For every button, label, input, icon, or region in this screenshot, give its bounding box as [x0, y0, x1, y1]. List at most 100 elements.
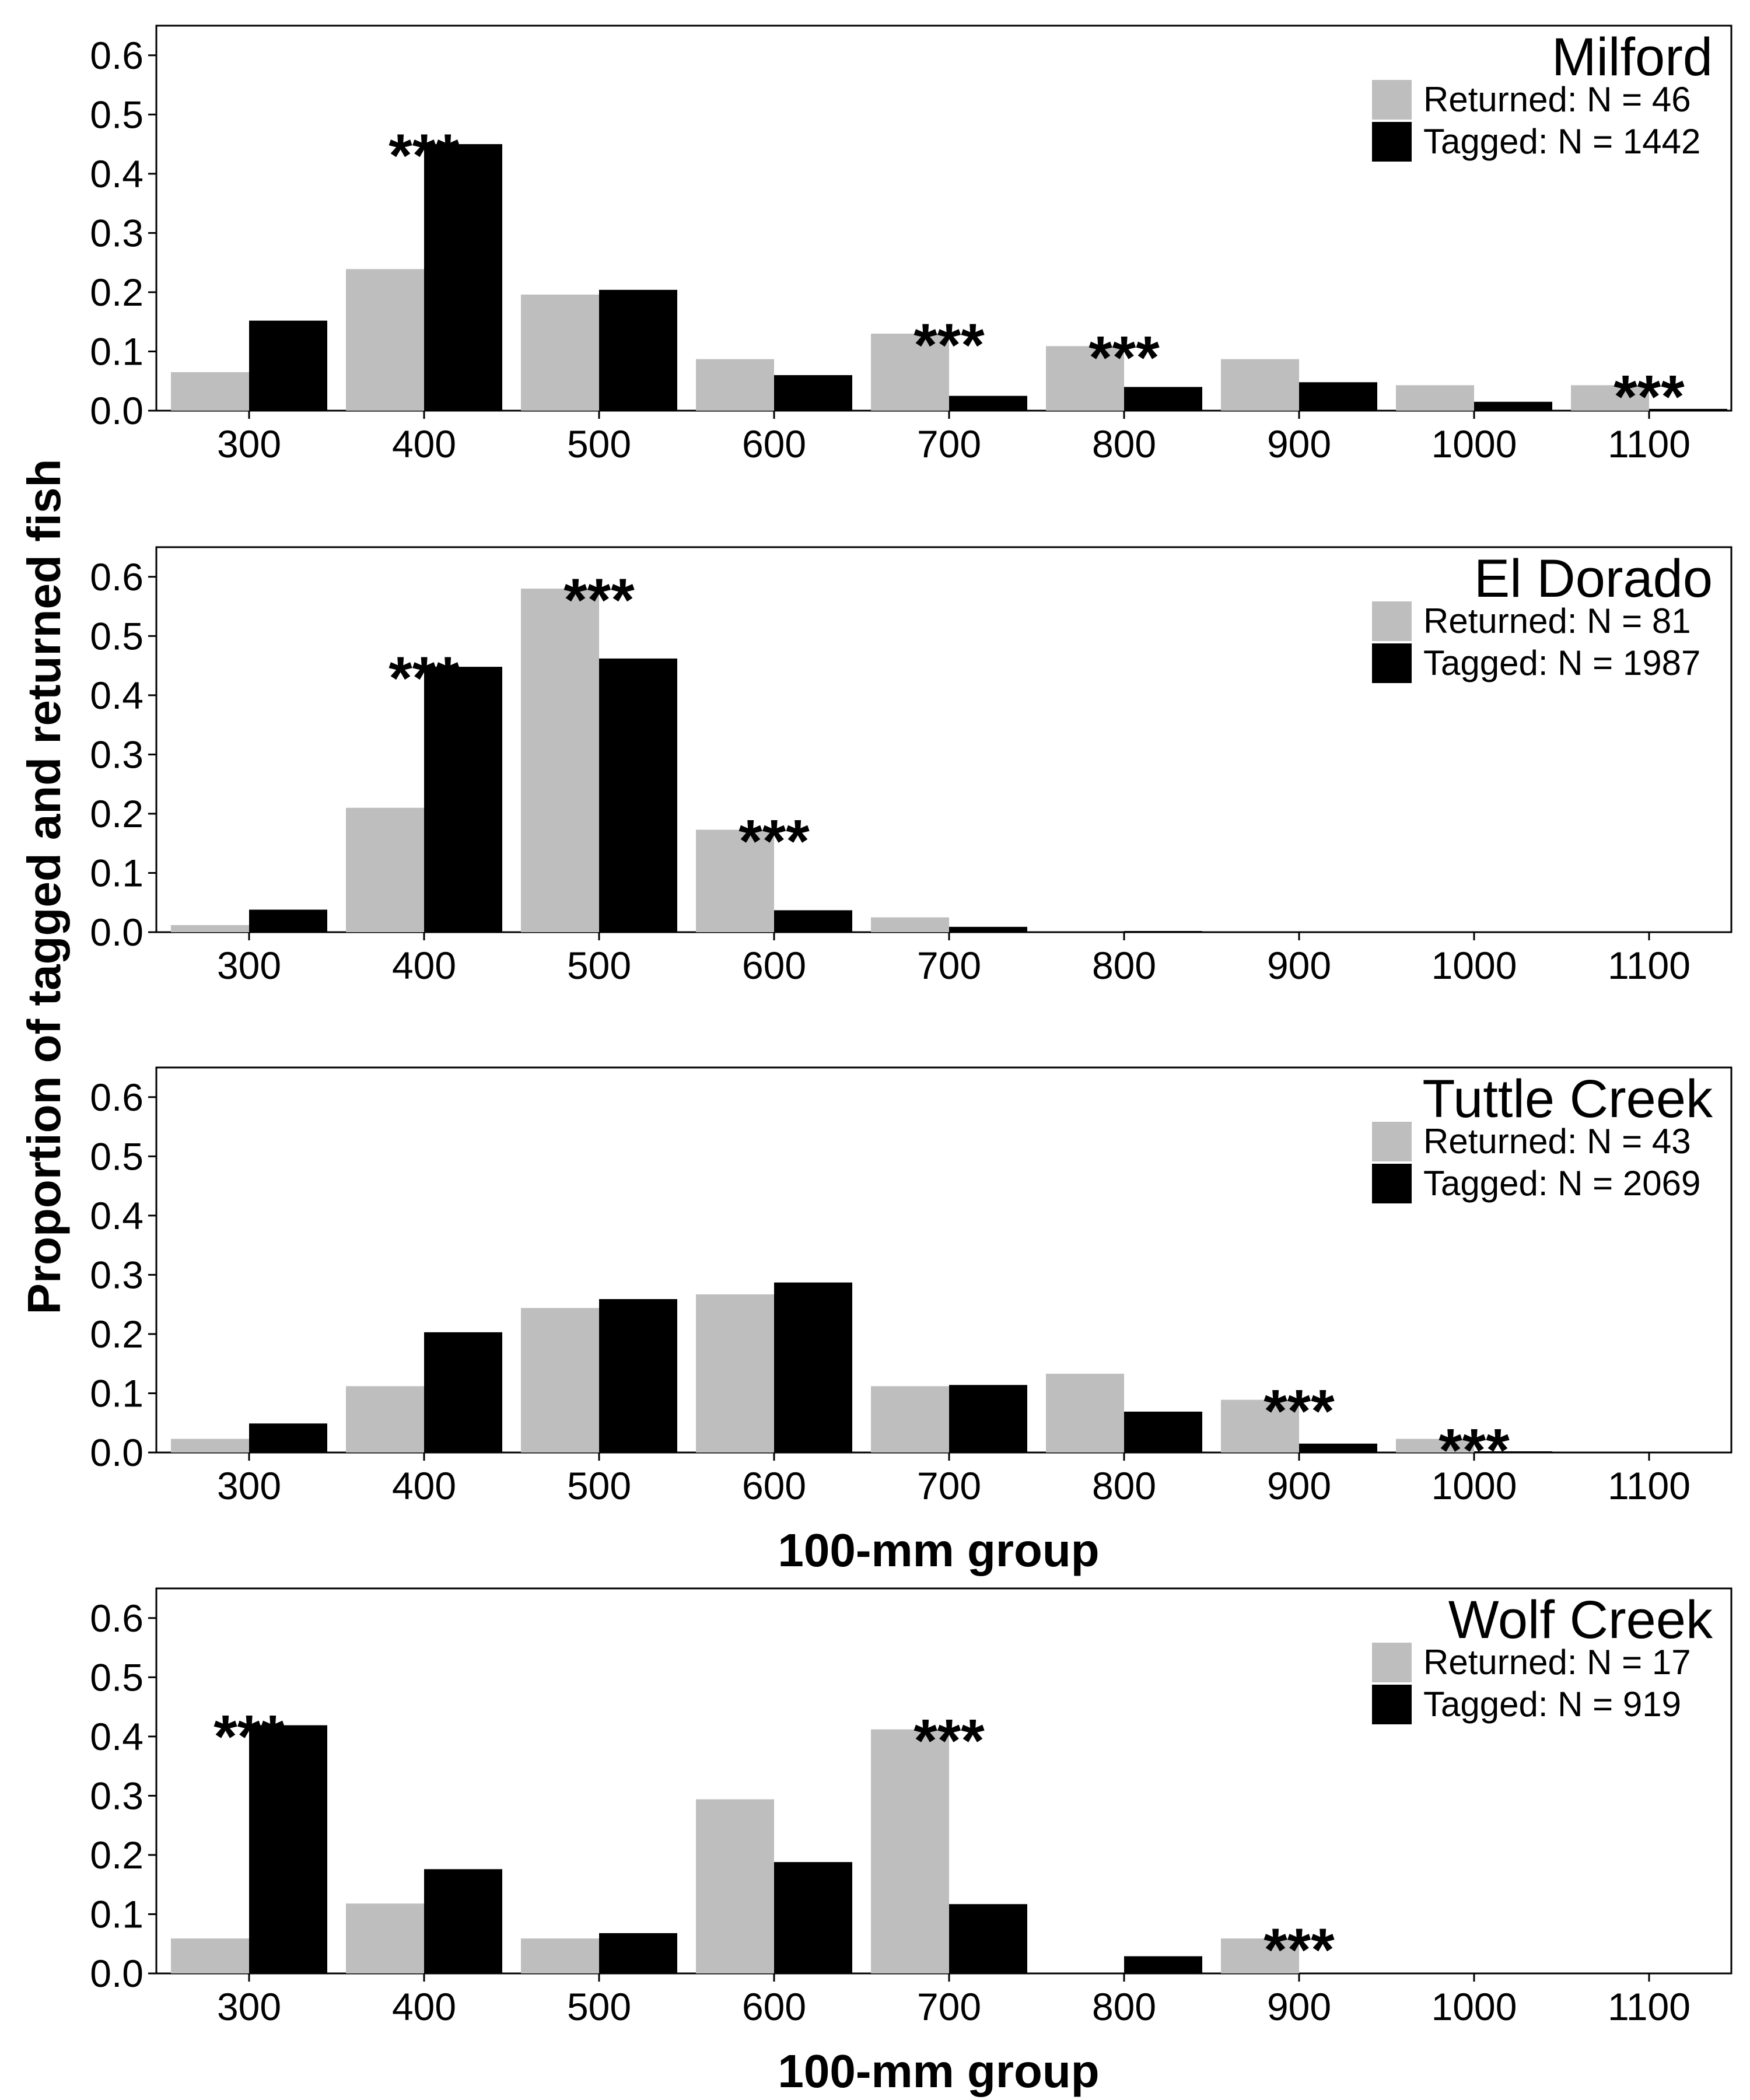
- x-tick-label: 400: [392, 1985, 456, 2028]
- legend-label-tagged: Tagged: N = 1987: [1423, 643, 1700, 682]
- tagged-bar-500: [599, 1299, 677, 1452]
- tagged-bar-800: [1124, 1956, 1202, 1973]
- tagged-bar-900: [1299, 382, 1377, 411]
- x-tick-label: 800: [1092, 1464, 1156, 1507]
- returned-bar-1000: [1396, 1438, 1474, 1452]
- returned-bar-700: [871, 1729, 949, 1973]
- x-tick-label: 700: [917, 1985, 981, 2028]
- returned-bar-300: [171, 372, 249, 411]
- legend-label-returned: Returned: N = 43: [1423, 1122, 1691, 1161]
- y-tick-label: 0.3: [90, 1253, 144, 1296]
- x-tick-label: 1100: [1608, 1464, 1690, 1507]
- x-tick-label: 900: [1267, 1985, 1331, 2028]
- tagged-bar-300: [249, 320, 327, 411]
- y-tick-label: 0.0: [90, 389, 144, 432]
- returned-bar-400: [346, 807, 424, 932]
- tagged-bar-400: [424, 1332, 502, 1452]
- x-tick-label: 600: [742, 1985, 806, 2028]
- returned-bar-400: [346, 1903, 424, 1973]
- y-tick-label: 0.4: [90, 1194, 144, 1237]
- returned-bar-600: [696, 830, 774, 932]
- returned-bar-1000: [1396, 385, 1474, 411]
- y-tick-label: 0.1: [90, 330, 144, 373]
- tagged-bar-600: [774, 1282, 852, 1452]
- returned-bar-1100: [1571, 385, 1649, 411]
- returned-bar-500: [521, 294, 599, 411]
- legend-label-returned: Returned: N = 46: [1423, 80, 1691, 119]
- tagged-bar-800: [1124, 1411, 1202, 1452]
- legend-swatch-returned: [1372, 1643, 1412, 1682]
- tagged-bar-1000: [1474, 1451, 1552, 1452]
- tagged-bar-400: [424, 1869, 502, 1973]
- panel-wolf-creek: 0.0 0.1 0.2 0.3 0.4 0.5 0.6 300 400 500 600 700 800 9…: [90, 1587, 1732, 2097]
- legend-swatch-tagged: [1372, 1164, 1412, 1203]
- y-tick-label: 0.1: [90, 851, 144, 894]
- returned-bar-600: [696, 359, 774, 411]
- legend-label-tagged: Tagged: N = 2069: [1423, 1164, 1700, 1203]
- returned-bar-500: [521, 1308, 599, 1452]
- x-tick-label: 400: [392, 1464, 456, 1507]
- significance-marker: ***: [1438, 1417, 1510, 1485]
- x-tick-label: 1000: [1432, 1464, 1517, 1507]
- significance-marker: ***: [388, 122, 460, 190]
- x-tick-label: 800: [1092, 422, 1156, 466]
- y-tick-label: 0.2: [90, 792, 144, 835]
- x-tick-label: 500: [567, 1985, 631, 2028]
- x-tick-label: 900: [1267, 422, 1331, 466]
- panel-title: Tuttle Creek: [1422, 1069, 1713, 1129]
- x-tick-label: 300: [217, 1464, 281, 1507]
- x-tick-label: 800: [1092, 1985, 1156, 2028]
- legend-swatch-returned: [1372, 1122, 1412, 1161]
- panel-milford: 0.0 0.1 0.2 0.3 0.4 0.5 0.6 300 400 500 600 700 800 9…: [90, 24, 1732, 466]
- x-tick-label: 1100: [1608, 422, 1690, 466]
- x-tick-label: 300: [217, 1985, 281, 2028]
- panel-el-dorado: 0.0 0.1 0.2 0.3 0.4 0.5 0.6 300 400 500 600 700 800 9…: [90, 546, 1732, 987]
- returned-bar-800: [1046, 1373, 1124, 1452]
- x-tick-label: 1000: [1432, 1985, 1517, 2028]
- significance-marker: ***: [564, 566, 635, 634]
- y-tick-label: 0.5: [90, 1135, 144, 1178]
- returned-bar-400: [346, 269, 424, 411]
- significance-marker: ***: [1614, 363, 1685, 430]
- y-tick-label: 0.4: [90, 152, 144, 195]
- legend-label-tagged: Tagged: N = 919: [1423, 1685, 1681, 1724]
- x-tick-label: 1000: [1432, 422, 1517, 466]
- tagged-bar-800: [1124, 930, 1202, 932]
- x-tick-label: 600: [742, 1464, 806, 1507]
- x-tick-label: 1000: [1432, 944, 1517, 987]
- tagged-bar-300: [249, 1423, 327, 1452]
- panel-tuttle-creek: 0.0 0.1 0.2 0.3 0.4 0.5 0.6 300 400 500 600 700 800 9…: [90, 1066, 1732, 1576]
- panel-title: El Dorado: [1474, 549, 1713, 608]
- y-tick-label: 0.1: [90, 1892, 144, 1936]
- returned-bar-500: [521, 589, 599, 932]
- y-tick-label: 0.2: [90, 271, 144, 314]
- x-tick-label: 800: [1092, 944, 1156, 987]
- y-axis-title: Proportion of tagged and returned fish: [18, 459, 70, 1315]
- tagged-bar-500: [599, 289, 677, 411]
- tagged-bar-700: [949, 1385, 1027, 1452]
- returned-bar-300: [171, 1438, 249, 1452]
- tagged-bar-1000: [1474, 401, 1552, 411]
- y-tick-label: 0.6: [90, 1597, 144, 1640]
- tagged-bar-700: [949, 1904, 1027, 1973]
- tagged-bar-600: [774, 1862, 852, 1973]
- y-tick-label: 0.2: [90, 1833, 144, 1877]
- y-tick-label: 0.6: [90, 34, 144, 77]
- returned-bar-400: [346, 1386, 424, 1452]
- x-tick-label: 400: [392, 422, 456, 466]
- legend-label-tagged: Tagged: N = 1442: [1423, 122, 1700, 161]
- significance-marker: ***: [914, 312, 985, 379]
- y-tick-label: 0.0: [90, 1952, 144, 1995]
- y-tick-label: 0.3: [90, 1774, 144, 1817]
- x-tick-label: 1100: [1608, 1985, 1690, 2028]
- x-axis-title: 100-mm group: [778, 1524, 1099, 1576]
- returned-bar-600: [696, 1294, 774, 1452]
- x-tick-label: 400: [392, 944, 456, 987]
- significance-marker: ***: [914, 1707, 985, 1775]
- x-tick-label: 700: [917, 1464, 981, 1507]
- x-tick-label: 700: [917, 422, 981, 466]
- tagged-bar-1100: [1649, 408, 1727, 411]
- x-tick-label: 900: [1267, 1464, 1331, 1507]
- returned-bar-600: [696, 1799, 774, 1973]
